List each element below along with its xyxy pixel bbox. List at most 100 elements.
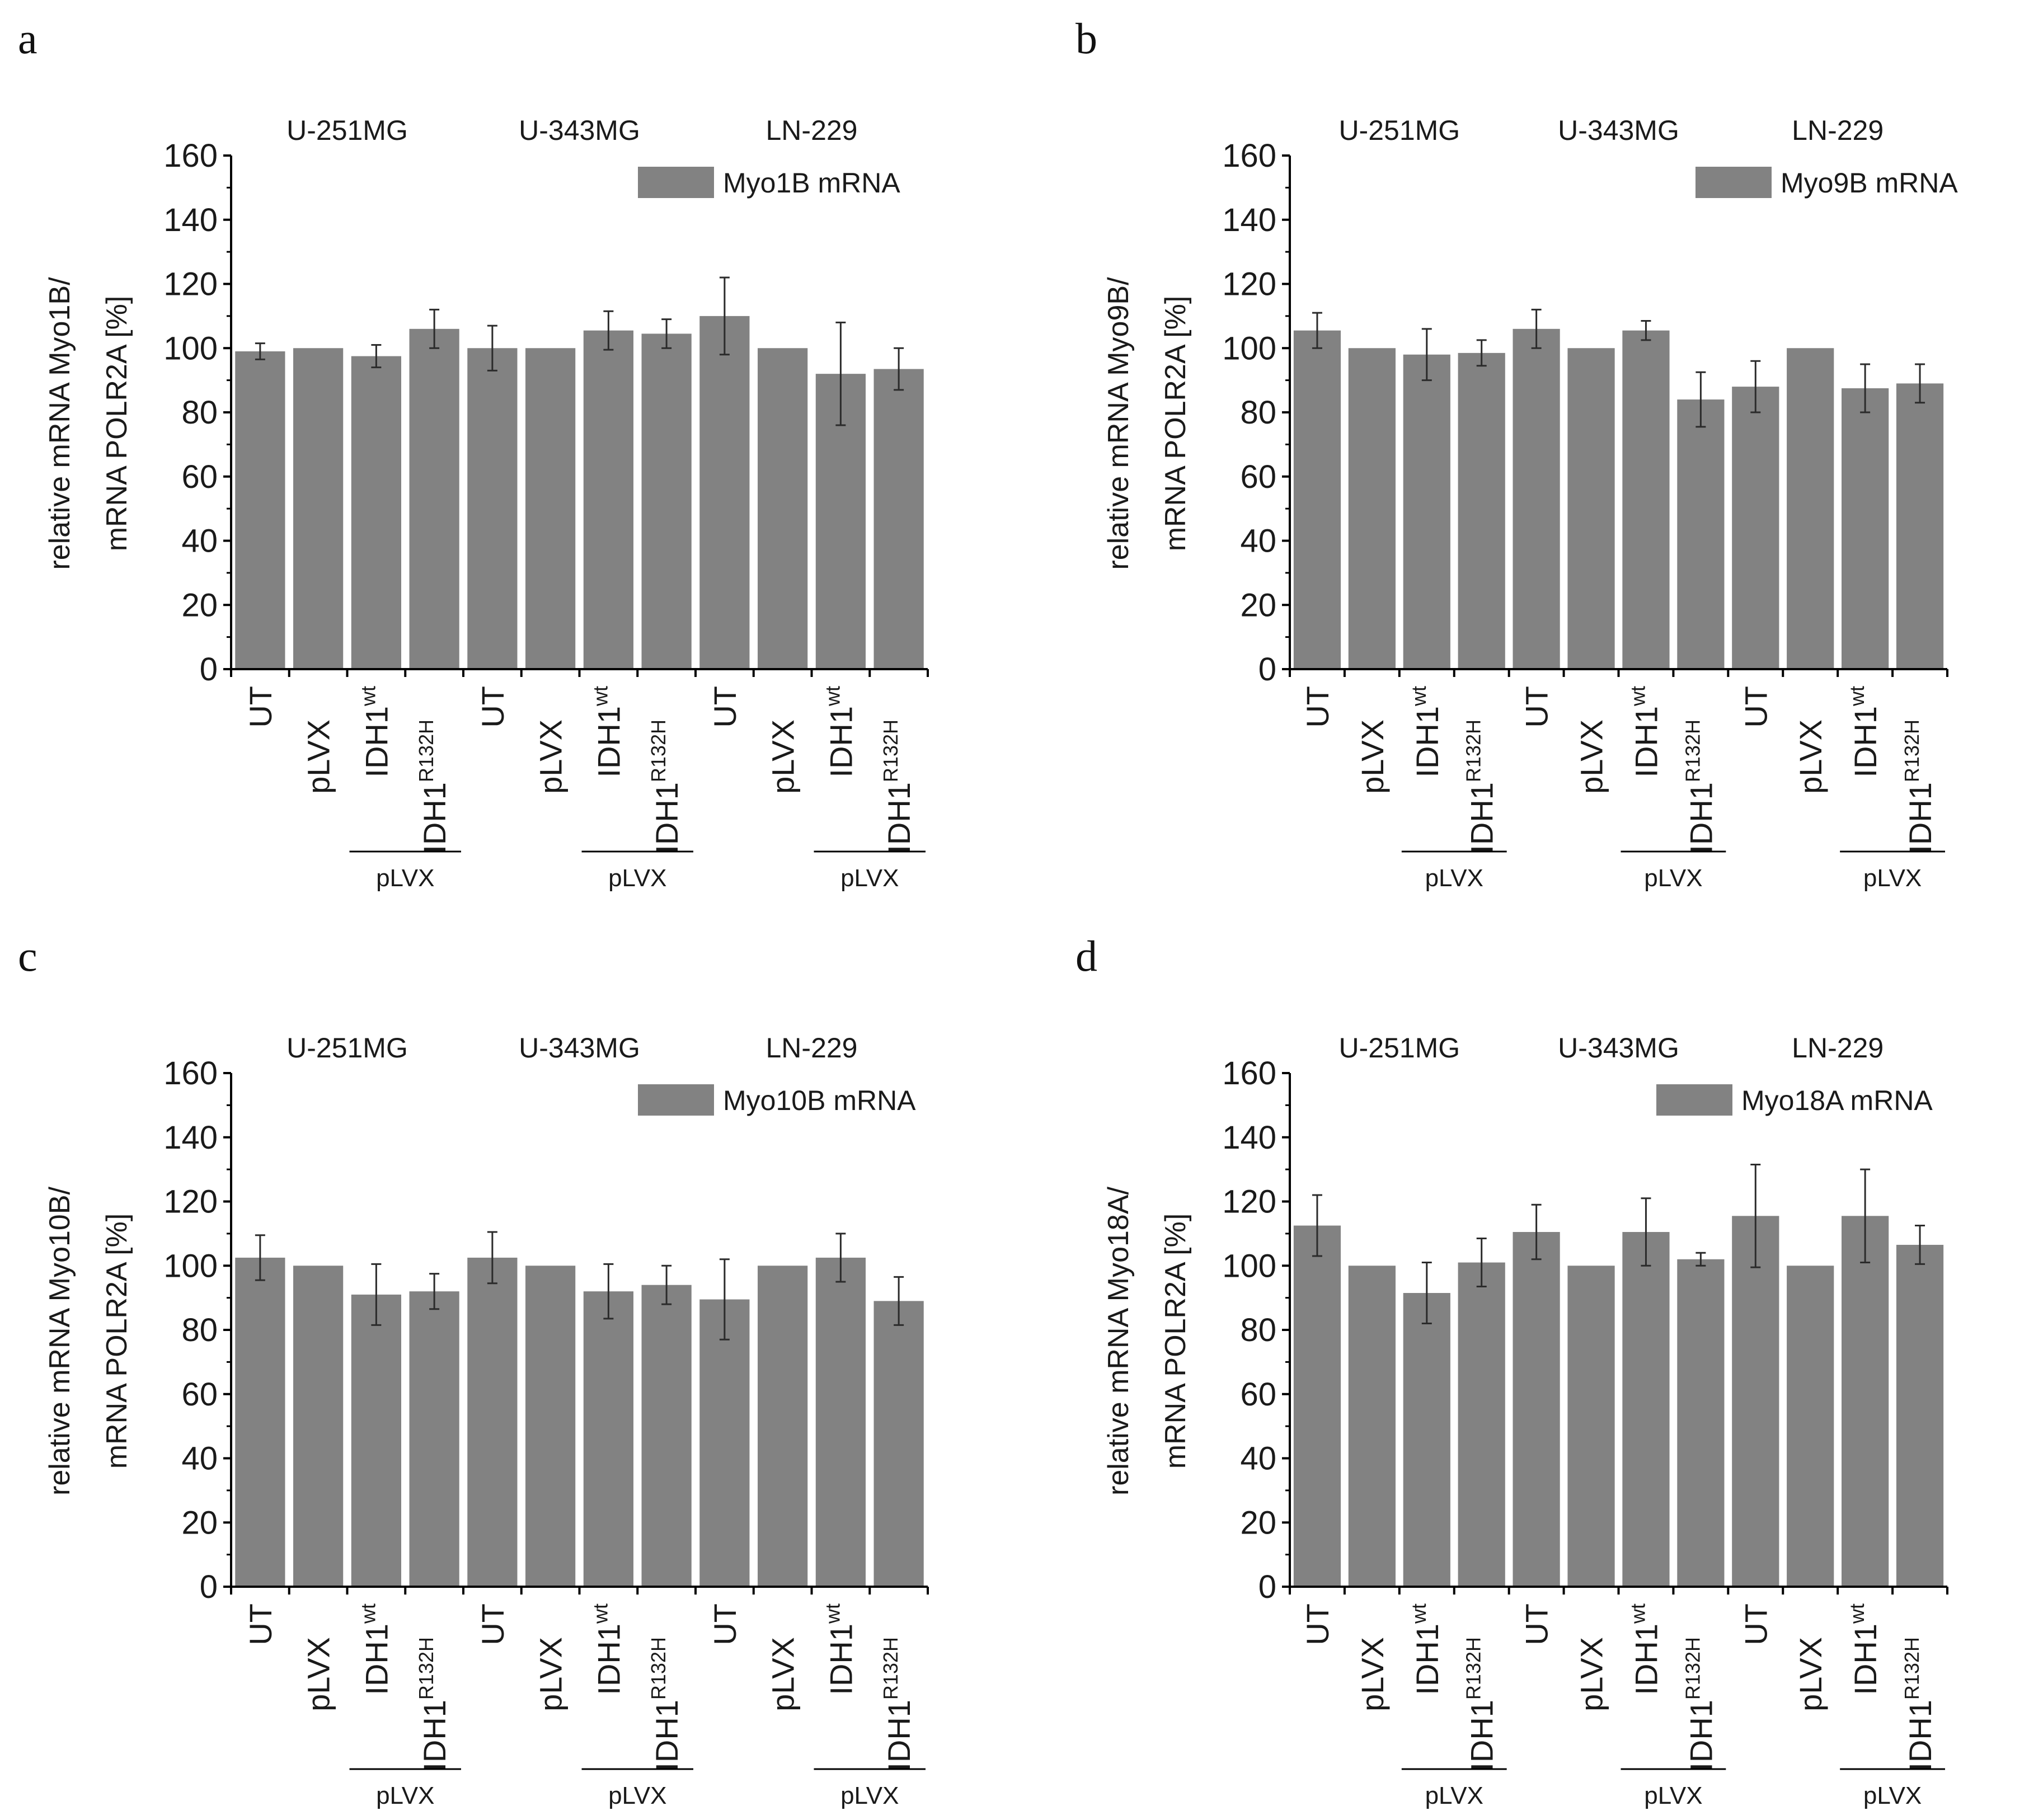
bar [1896, 383, 1944, 669]
bar [1293, 1225, 1341, 1587]
x-tick-label: pLVX [301, 1637, 336, 1711]
cell-line-header: LN-229 [1792, 115, 1884, 146]
legend-swatch [1695, 167, 1772, 198]
x-tick-label: UT [707, 686, 743, 728]
y-tick-label: 140 [163, 202, 218, 238]
bar [525, 1266, 576, 1587]
x-tick-label: IDH1wt [821, 686, 858, 778]
bar [758, 348, 808, 669]
bar [873, 369, 924, 669]
y-tick-label: 100 [1222, 330, 1276, 366]
bar [1896, 1244, 1944, 1587]
panel-c: c U-251MG U-343MG LN-229 0 20 40 60 80 100 120 140 1… [18, 932, 929, 1809]
bar [1513, 1232, 1560, 1587]
y-tick-label: 80 [181, 1312, 218, 1348]
cell-line-header: LN-229 [766, 115, 858, 146]
bar [1458, 352, 1505, 669]
x-tick-label: IDH1wt [1407, 686, 1445, 778]
panel-letter: b [1075, 14, 1097, 63]
y-tick-label: 120 [1222, 1184, 1276, 1220]
x-tick-label: IDH1R132H [1462, 1637, 1500, 1771]
bar [641, 1285, 692, 1587]
bar [699, 316, 750, 669]
bar [1677, 399, 1725, 669]
group-bracket-label: pLVX [840, 1782, 899, 1809]
x-tick-label: IDH1wt [1845, 686, 1883, 778]
x-tick-label: pLVX [1574, 1637, 1609, 1711]
x-tick-label: pLVX [1355, 719, 1390, 794]
bar [351, 356, 401, 669]
y-tick-label: 40 [181, 523, 218, 559]
bar [351, 1294, 401, 1587]
x-tick-label: UT [243, 1603, 278, 1645]
x-tick-label: pLVX [1793, 1637, 1828, 1711]
x-tick-label: IDH1R132H [1900, 1637, 1938, 1771]
cell-line-header: U-343MG [1558, 1032, 1679, 1064]
legend-swatch [638, 1084, 714, 1116]
cell-line-header: U-343MG [1558, 115, 1679, 146]
x-tick-label: pLVX [301, 719, 336, 794]
legend-label: Myo18A mRNA [1741, 1085, 1933, 1116]
y-tick-label: 40 [181, 1441, 218, 1477]
x-tick-label: IDH1wt [1407, 1603, 1445, 1695]
bar [1403, 1293, 1450, 1587]
bar [1732, 387, 1779, 669]
y-tick-label: 40 [1240, 1441, 1276, 1477]
x-tick-label: IDH1R132H [1900, 719, 1938, 854]
y-tick-label: 60 [1240, 459, 1276, 495]
group-bracket-label: pLVX [608, 1782, 666, 1809]
y-tick-label: 160 [163, 138, 218, 174]
x-tick-label: IDH1R132H [1681, 719, 1718, 854]
cell-line-header: U-251MG [286, 115, 408, 146]
cell-line-header: U-251MG [286, 1032, 408, 1064]
x-tick-label: IDH1R132H [879, 719, 917, 854]
x-tick-label: IDH1R132H [647, 1637, 684, 1771]
x-tick-label: pLVX [765, 1637, 801, 1711]
group-bracket-label: pLVX [1644, 1782, 1702, 1809]
y-tick-label: 140 [163, 1120, 218, 1156]
cell-line-header: U-343MG [519, 115, 640, 146]
x-tick-label: pLVX [533, 719, 569, 794]
x-tick-label: IDH1R132H [647, 719, 684, 854]
x-tick-label: UT [1519, 686, 1554, 728]
y-axis-label-line2: mRNA POLR2A [%] [101, 296, 133, 552]
x-tick-label: IDH1wt [1626, 1603, 1664, 1695]
x-tick-label: UT [475, 686, 510, 728]
bar [293, 1266, 344, 1587]
bar [467, 1257, 518, 1587]
y-tick-label: 160 [1222, 138, 1276, 174]
bar [873, 1301, 924, 1587]
x-tick-label: IDH1R132H [415, 719, 452, 854]
bar [1787, 1266, 1834, 1587]
bar [1732, 1216, 1779, 1587]
group-bracket-label: pLVX [1863, 1782, 1922, 1809]
bar [293, 348, 344, 669]
bar [583, 1291, 633, 1587]
y-tick-label: 20 [1240, 1504, 1276, 1541]
cell-line-header: U-251MG [1338, 1032, 1460, 1064]
group-bracket-label: pLVX [376, 864, 434, 892]
y-tick-label: 20 [181, 587, 218, 623]
y-axis-label-line1: relative mRNA Myo18A/ [1102, 1186, 1135, 1495]
x-tick-label: pLVX [765, 719, 801, 794]
y-tick-label: 40 [1240, 523, 1276, 559]
legend-label: Myo9B mRNA [1781, 167, 1958, 199]
cell-line-header: U-251MG [1338, 115, 1460, 146]
group-bracket-label: pLVX [1425, 1782, 1483, 1809]
legend-label: Myo10B mRNA [723, 1085, 916, 1116]
x-tick-label: pLVX [1793, 719, 1828, 794]
group-bracket-label: pLVX [608, 864, 666, 892]
bar [525, 348, 576, 669]
x-tick-label: IDH1R132H [415, 1637, 452, 1771]
group-bracket-label: pLVX [840, 864, 899, 892]
y-axis-label-line1: relative mRNA Myo10B/ [44, 1186, 76, 1495]
bar [1842, 388, 1889, 669]
y-tick-label: 20 [1240, 587, 1276, 623]
y-tick-label: 60 [181, 459, 218, 495]
x-tick-label: UT [475, 1603, 510, 1645]
group-bracket-label: pLVX [376, 1782, 434, 1809]
y-tick-label: 80 [1240, 394, 1276, 431]
x-tick-label: IDH1R132H [1681, 1637, 1718, 1771]
bar [1787, 348, 1834, 669]
